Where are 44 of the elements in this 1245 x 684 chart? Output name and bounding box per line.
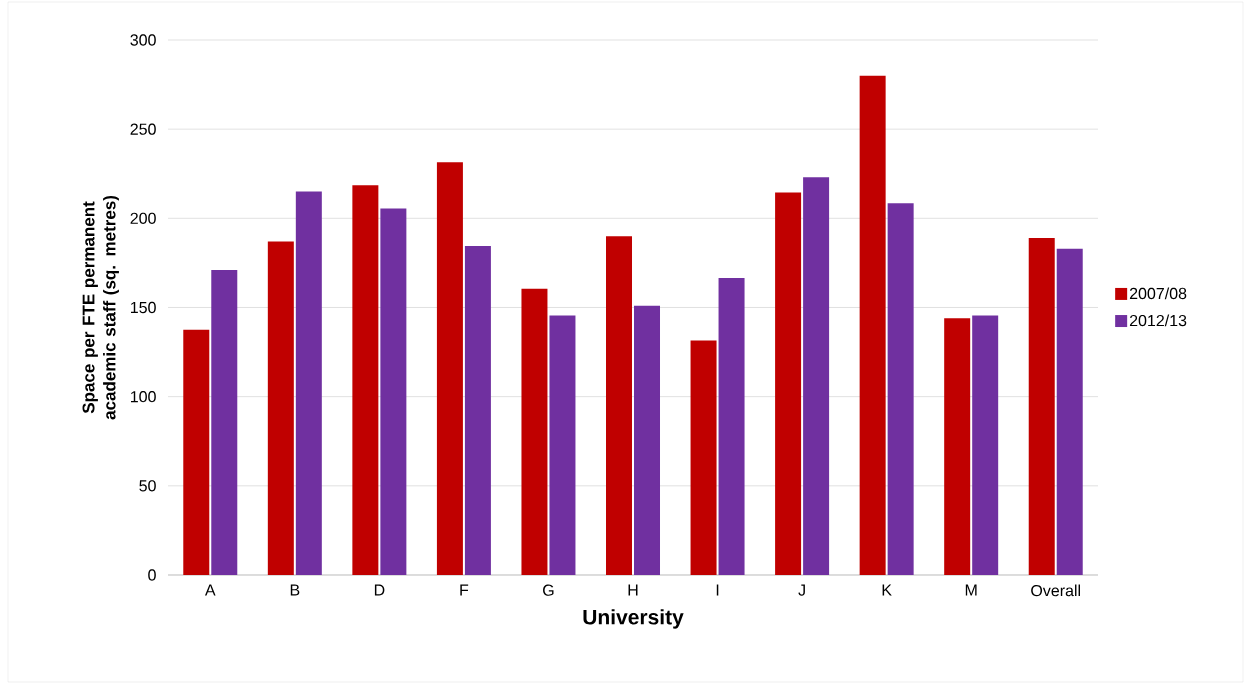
bar [380, 208, 407, 575]
x-tick-label: M [965, 584, 977, 596]
x-tick-label: D [374, 584, 385, 596]
y-tick-label: 250 [130, 123, 156, 135]
bar [295, 191, 322, 575]
bar [690, 340, 717, 575]
y-axis-title: Space per FTE permanent academic staff (sq. metres) [82, 195, 119, 420]
bar [606, 236, 632, 575]
legend-label: 2007/08 [1129, 287, 1187, 300]
x-tick-label: B [290, 584, 300, 596]
bar [464, 245, 491, 575]
bar [436, 162, 463, 575]
y-tick-label: 300 [130, 34, 156, 46]
bar [972, 315, 999, 575]
x-tick-label: K [882, 584, 892, 596]
x-tick-label: J [798, 584, 805, 596]
x-axis-title: University [583, 609, 684, 629]
x-tick-label: Overall [1031, 584, 1080, 597]
bar [944, 318, 971, 575]
bar [352, 185, 379, 575]
bar [521, 288, 548, 575]
bar [1028, 237, 1055, 575]
bar [859, 75, 886, 575]
x-tick-label: F [460, 584, 469, 596]
bar [887, 203, 914, 575]
bar [1056, 248, 1083, 575]
x-tick-label: I [716, 584, 719, 596]
legend-label: 2012/13 [1129, 314, 1187, 327]
y-tick-label: 50 [139, 480, 156, 492]
bar [183, 329, 210, 575]
x-tick-label: A [204, 584, 216, 596]
y-tick-label: 150 [131, 301, 156, 314]
bar [211, 270, 238, 575]
y-tick-label: 100 [131, 390, 156, 403]
y-tick-label: 0 [148, 569, 156, 581]
bar [549, 315, 576, 575]
x-tick-label: G [543, 584, 554, 596]
bar [718, 278, 745, 575]
y-tick-label: 200 [130, 212, 156, 224]
bar [803, 177, 830, 575]
bar [267, 241, 294, 575]
x-tick-label: H [628, 584, 638, 596]
bar [634, 305, 661, 575]
bar [775, 192, 802, 575]
